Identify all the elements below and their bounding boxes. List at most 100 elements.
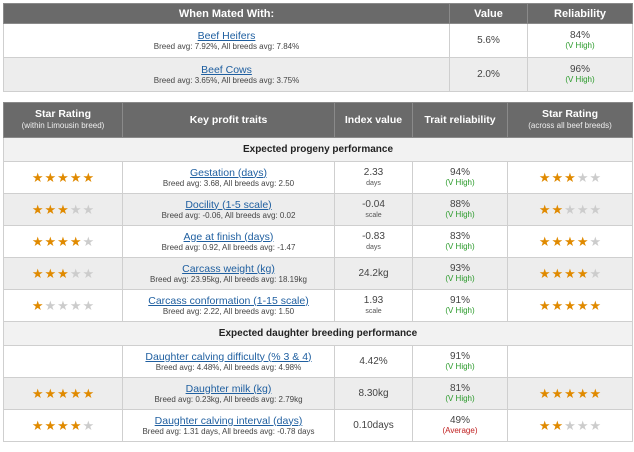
breed-avg: Breed avg: 3.68, All breeds avg: 2.50 [162,178,295,188]
breed-avg: Breed avg: 7.92%, All breeds avg: 7.84% [153,41,300,51]
star-across-cell: ★ ★ ★ ★ ★ [507,409,633,442]
star-filled-icon: ★ [538,297,551,313]
star-filled-icon: ★ [589,297,602,313]
mating-value: 2.0% [449,57,528,92]
star-filled-icon: ★ [57,265,69,281]
index-value-cell: 1.93 scale [334,289,413,322]
star-filled-icon: ★ [31,297,44,313]
trait-link[interactable]: Beef Heifers [197,29,256,42]
star-filled-icon: ★ [44,265,57,281]
star-empty-icon: ★ [44,297,57,313]
reliability-text: 81% [449,383,470,394]
star-within-cell [3,345,123,378]
col-value: Value [449,3,528,24]
star-filled-icon: ★ [551,201,564,217]
index-value: 2.33 [363,167,384,178]
trait-reliability-cell: 49% (Average) [412,409,508,442]
star-empty-icon: ★ [589,417,602,433]
star-empty-icon: ★ [69,297,82,313]
star-filled-icon: ★ [57,233,69,249]
mating-header-row: When Mated With: Value Reliability [3,3,633,24]
breed-avg: Breed avg: 0.92, All breeds avg: -1.47 [161,242,296,252]
trait-reliability-cell: 91% (V High) [412,289,508,322]
trait-link[interactable]: Gestation (days) [189,166,268,179]
trait-reliability-cell: 93% (V High) [412,257,508,290]
index-value: -0.04 [362,199,385,210]
trait-link[interactable]: Beef Cows [201,63,252,76]
reliability-tag: (V High) [445,242,475,251]
star-rating: ★ ★ ★ ★ ★ [32,299,94,312]
star-within-cell: ★ ★ ★ ★ ★ [3,193,123,226]
trait-cell: Daughter calving difficulty (% 3 & 4) Bre… [122,345,335,378]
star-empty-icon: ★ [69,201,82,217]
index-value-cell: -0.04 scale [334,193,413,226]
index-value-cell: 0.10days [334,409,413,442]
value-text: 5.6% [477,35,500,46]
star-rating: ★ ★ ★ ★ ★ [539,419,601,432]
col-index-value: Index value [334,102,413,138]
star-rating: ★ ★ ★ ★ ★ [32,267,94,280]
breed-avg: Breed avg: 23.95kg, All breeds avg: 18.1… [150,274,307,284]
star-across-cell: ★ ★ ★ ★ ★ [507,193,633,226]
traits-table: Star Rating (within Limousin breed) Key p… [3,102,633,442]
index-value: 4.42% [359,355,388,367]
index-value: 0.10days [353,419,394,431]
star-empty-icon: ★ [57,297,69,313]
table-row: ★ ★ ★ ★ ★ Daughter calving interval (days) Bre… [3,409,633,442]
star-filled-icon: ★ [576,297,589,313]
star-within-cell: ★ ★ ★ ★ ★ [3,377,123,410]
star-filled-icon: ★ [44,385,57,401]
breed-avg: Breed avg: -0.06, All breeds avg: 0.02 [161,210,296,220]
star-filled-icon: ★ [69,385,82,401]
reliability-text: 84% [569,30,590,41]
star-filled-icon: ★ [576,265,589,281]
index-unit: scale [365,212,382,219]
reliability-text: 91% [449,351,470,362]
header-sublabel: (within Limousin breed) [21,121,105,130]
star-filled-icon: ★ [82,169,95,185]
trait-link[interactable]: Daughter calving difficulty (% 3 & 4) [145,350,312,363]
star-empty-icon: ★ [576,169,589,185]
trait-link[interactable]: Daughter calving interval (days) [154,414,303,427]
reliability-text: 94% [449,167,470,178]
section-row: Expected progeny performance [3,137,633,162]
reliability-text: 91% [449,295,470,306]
reliability-text: 96% [569,64,590,75]
table-row: Beef Cows Breed avg: 3.65%, All breeds a… [3,57,633,92]
star-filled-icon: ★ [551,265,564,281]
star-filled-icon: ★ [538,417,551,433]
table-row: ★ ★ ★ ★ ★ Docility (1-5 scale) Breed avg: -0.0… [3,193,633,226]
trait-link[interactable]: Age at finish (days) [183,230,274,243]
star-across-cell: ★ ★ ★ ★ ★ [507,289,633,322]
index-value-cell: 4.42% [334,345,413,378]
star-empty-icon: ★ [82,265,95,281]
col-reliability: Reliability [527,3,633,24]
star-empty-icon: ★ [576,417,589,433]
trait-link[interactable]: Carcass weight (kg) [182,262,275,275]
trait-link[interactable]: Carcass conformation (1-15 scale) [148,294,309,307]
star-empty-icon: ★ [589,233,602,249]
star-filled-icon: ★ [564,233,576,249]
trait-cell: Daughter calving interval (days) Breed av… [122,409,335,442]
table-row: ★ ★ ★ ★ ★ Daughter milk (kg) Breed avg: 0.23kg… [3,377,633,410]
star-filled-icon: ★ [31,385,44,401]
trait-reliability-cell: 83% (V High) [412,225,508,258]
star-filled-icon: ★ [44,233,57,249]
table-row: ★ ★ ★ ★ ★ Age at finish (days) Breed avg: 0.92… [3,225,633,258]
header-sublabel: (across all beef breeds) [528,121,612,130]
reliability-tag: (V High) [445,274,475,283]
trait-link[interactable]: Daughter milk (kg) [185,382,272,395]
breed-avg: Breed avg: 3.65%, All breeds avg: 3.75% [153,75,300,85]
breed-avg: Breed avg: 4.48%, All breeds avg: 4.98% [155,362,302,372]
trait-link[interactable]: Docility (1-5 scale) [185,198,272,211]
section-title: Expected daughter breeding performance [3,321,633,346]
index-value-cell: -0.83 days [334,225,413,258]
reliability-tag: (V High) [565,75,595,84]
value-text: 2.0% [477,69,500,80]
star-across-cell: ★ ★ ★ ★ ★ [507,377,633,410]
traits-header-row: Star Rating (within Limousin breed) Key p… [3,102,633,138]
reliability-tag: (V High) [445,178,475,187]
mating-reliability: 84% (V High) [527,23,633,58]
star-rating: ★ ★ ★ ★ ★ [32,235,94,248]
star-filled-icon: ★ [69,417,82,433]
